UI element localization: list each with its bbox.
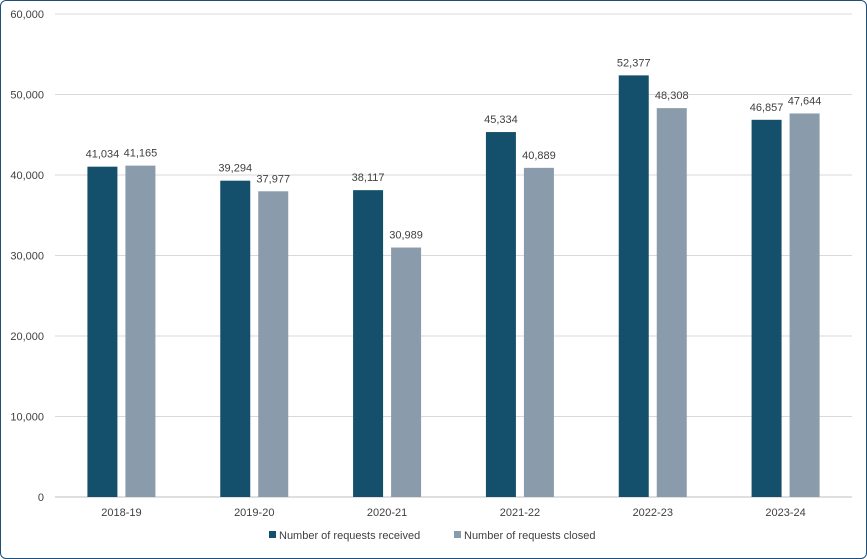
data-label: 40,889 [522, 150, 556, 162]
bar-closed [125, 165, 156, 497]
bar-closed [789, 113, 820, 498]
data-label: 48,308 [655, 90, 689, 102]
y-tick-label: 0 [38, 492, 44, 504]
legend: Number of requests received Number of req… [269, 530, 595, 542]
data-label: 41,165 [124, 148, 158, 160]
gridlines [55, 13, 852, 498]
bar-received [87, 166, 118, 497]
x-axis-tick-labels: 2018-19 2019-20 2020-21 2021-22 2022-23 2023-… [101, 507, 806, 519]
x-tick-label: 2018-19 [101, 507, 141, 519]
bar-received [485, 132, 516, 498]
bar-closed [391, 247, 422, 497]
data-labels: 41,034 41,165 39,294 37,977 38,117 30,989 45,3… [86, 57, 822, 241]
legend-label: Number of requests closed [464, 530, 595, 542]
x-tick-label: 2020-21 [367, 507, 407, 519]
bars [87, 75, 820, 498]
y-tick-label: 60,000 [10, 9, 44, 21]
y-tick-label: 40,000 [10, 170, 44, 182]
y-tick-label: 30,000 [10, 251, 44, 263]
y-tick-label: 20,000 [10, 331, 44, 343]
bar-received [220, 180, 251, 498]
data-label: 45,334 [484, 114, 518, 126]
bar-received [353, 190, 384, 498]
bar-closed [523, 167, 554, 497]
data-label: 46,857 [750, 102, 784, 114]
data-label: 41,034 [86, 149, 120, 161]
data-label: 39,294 [218, 163, 252, 175]
bar-received [751, 119, 782, 497]
x-tick-label: 2023-24 [765, 507, 805, 519]
legend-label: Number of requests received [279, 530, 420, 542]
y-axis-tick-labels: 0 10,000 20,000 30,000 40,000 50,000 60,000 [10, 9, 44, 504]
y-tick-label: 50,000 [10, 90, 44, 102]
data-label: 38,117 [352, 172, 385, 184]
x-tick-label: 2021-22 [500, 507, 540, 519]
x-tick-label: 2019-20 [234, 507, 274, 519]
x-tick-label: 2022-23 [633, 507, 673, 519]
bar-received [618, 75, 649, 498]
legend-swatch [454, 531, 461, 538]
data-label: 52,377 [617, 57, 651, 69]
data-label: 37,977 [256, 173, 290, 185]
y-tick-label: 10,000 [10, 412, 44, 424]
bar-closed [258, 191, 289, 497]
data-label: 30,989 [389, 230, 423, 242]
bar-closed [656, 108, 687, 497]
legend-swatch [269, 531, 276, 538]
data-label: 47,644 [788, 95, 822, 107]
